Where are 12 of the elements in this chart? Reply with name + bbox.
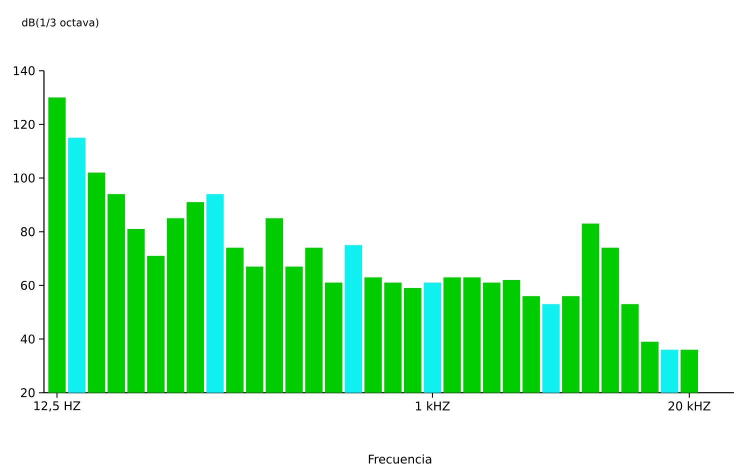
y-axis-title: dB(1/3 octava) (22, 18, 98, 28)
x-axis-title: Frecuencia (368, 454, 432, 464)
y-tick-label: 20 (21, 388, 35, 398)
y-tick-label: 80 (20, 227, 35, 236)
y-tick-label: 60 (21, 280, 35, 290)
y-tick-label: 40 (20, 334, 35, 344)
x-tick-label: 1 kHZ (416, 401, 450, 410)
y-tick-label: 140 (14, 66, 35, 76)
x-tick-label: 20 kHZ (668, 401, 710, 411)
y-tick-label: 120 (14, 120, 35, 129)
y-tick-label: 100 (14, 173, 35, 183)
x-tick-label: 12,5 HZ (34, 401, 80, 412)
